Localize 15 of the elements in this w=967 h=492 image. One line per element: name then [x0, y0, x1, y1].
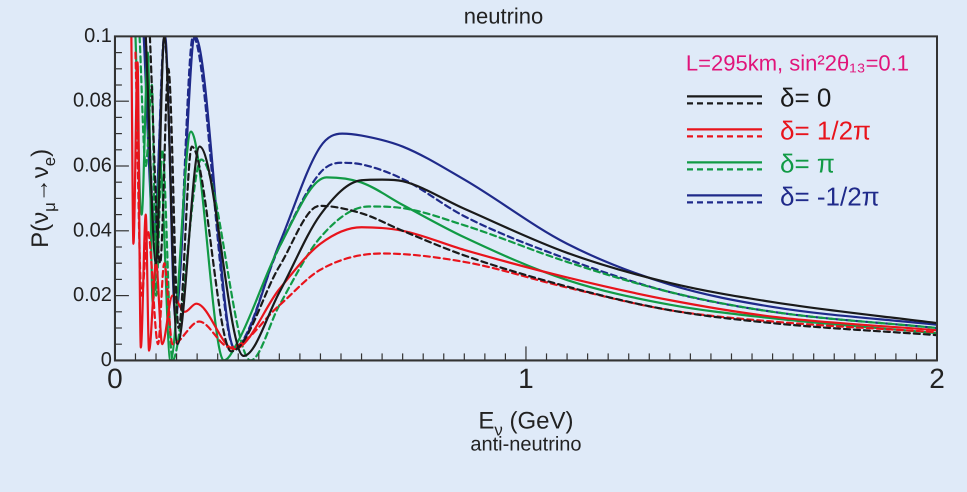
y-tick-label: 0.04 — [72, 219, 112, 242]
y-tick-label: 0 — [100, 348, 112, 371]
legend-label: δ= π — [780, 148, 835, 178]
y-tick-label: 0.02 — [72, 284, 112, 306]
legend-label: δ= 0 — [780, 82, 832, 112]
y-tick-label: 0.08 — [72, 90, 112, 112]
y-axis-title: P(νμ→νe) — [27, 148, 60, 248]
legend-label: δ= 1/2π — [780, 115, 871, 146]
x-tick-label: 1 — [518, 362, 534, 394]
chart-title: neutrino — [464, 3, 544, 28]
legend-label: δ= -1/2π — [780, 181, 880, 212]
y-tick-label: 0.06 — [72, 154, 112, 177]
x-tick-label: 2 — [929, 362, 945, 394]
annotation: L=295km, sin²2θ₁₃=0.1 — [686, 50, 910, 76]
y-tick-label: 0.1 — [84, 24, 112, 47]
